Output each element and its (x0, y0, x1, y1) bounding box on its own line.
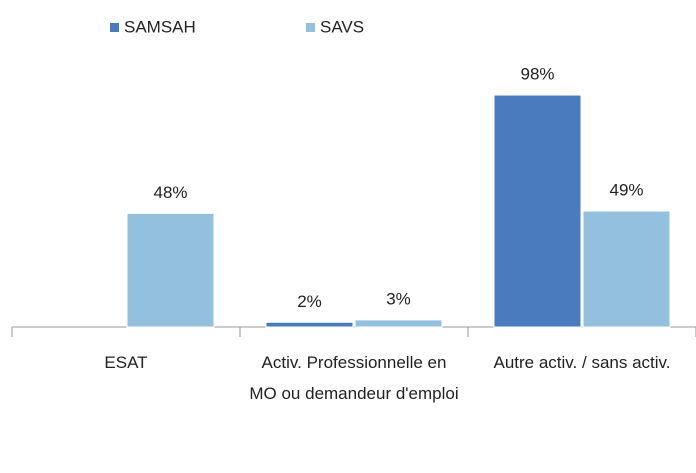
x-tick-label: ESAT (104, 353, 148, 372)
legend-swatch (110, 23, 119, 32)
bar (493, 94, 582, 328)
bar (265, 321, 354, 328)
bar (126, 212, 215, 328)
legend-label: SAMSAH (124, 17, 196, 36)
bar (354, 319, 443, 328)
legend-label: SAVS (320, 17, 364, 36)
x-tick-label: Autre activ. / sans activ. (493, 353, 671, 372)
data-label: 48% (153, 183, 187, 202)
data-label: 98% (520, 65, 554, 84)
data-label: 3% (386, 289, 411, 308)
data-label: 2% (297, 292, 322, 311)
x-tick-label: Activ. Professionnelle en MO ou demandeu… (249, 353, 459, 403)
legend-swatch (306, 23, 315, 32)
bar (582, 210, 671, 328)
data-label: 49% (609, 181, 643, 200)
